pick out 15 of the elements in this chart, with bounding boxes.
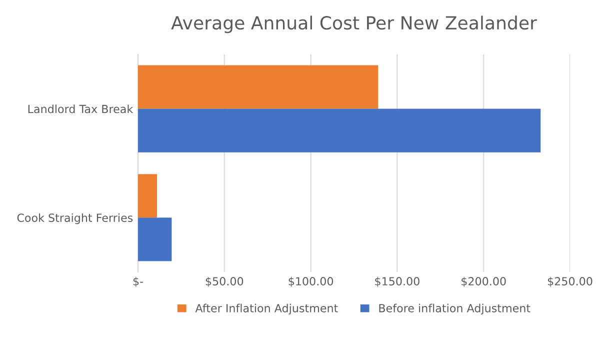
- bar: [138, 174, 158, 218]
- bar: [138, 108, 541, 152]
- chart-title: Average Annual Cost Per New Zealander: [171, 16, 537, 34]
- legend-label: Before inflation Adjustment: [379, 304, 530, 315]
- x-tick-label: $200.00: [462, 276, 506, 287]
- x-tick-label: $250.00: [548, 276, 592, 287]
- x-tick-label: $150.00: [375, 276, 420, 287]
- bar: [138, 65, 378, 109]
- x-tick-label: $100.00: [288, 276, 334, 287]
- y-tick-label: Landlord Tax Break: [28, 104, 134, 114]
- x-tick-label: $-: [133, 276, 143, 287]
- legend-label: After Inflation Adjustment: [195, 304, 338, 315]
- y-tick-label: Cook Straight Ferries: [17, 213, 133, 224]
- bar: [138, 218, 172, 262]
- x-tick-label: $50.00: [206, 276, 244, 287]
